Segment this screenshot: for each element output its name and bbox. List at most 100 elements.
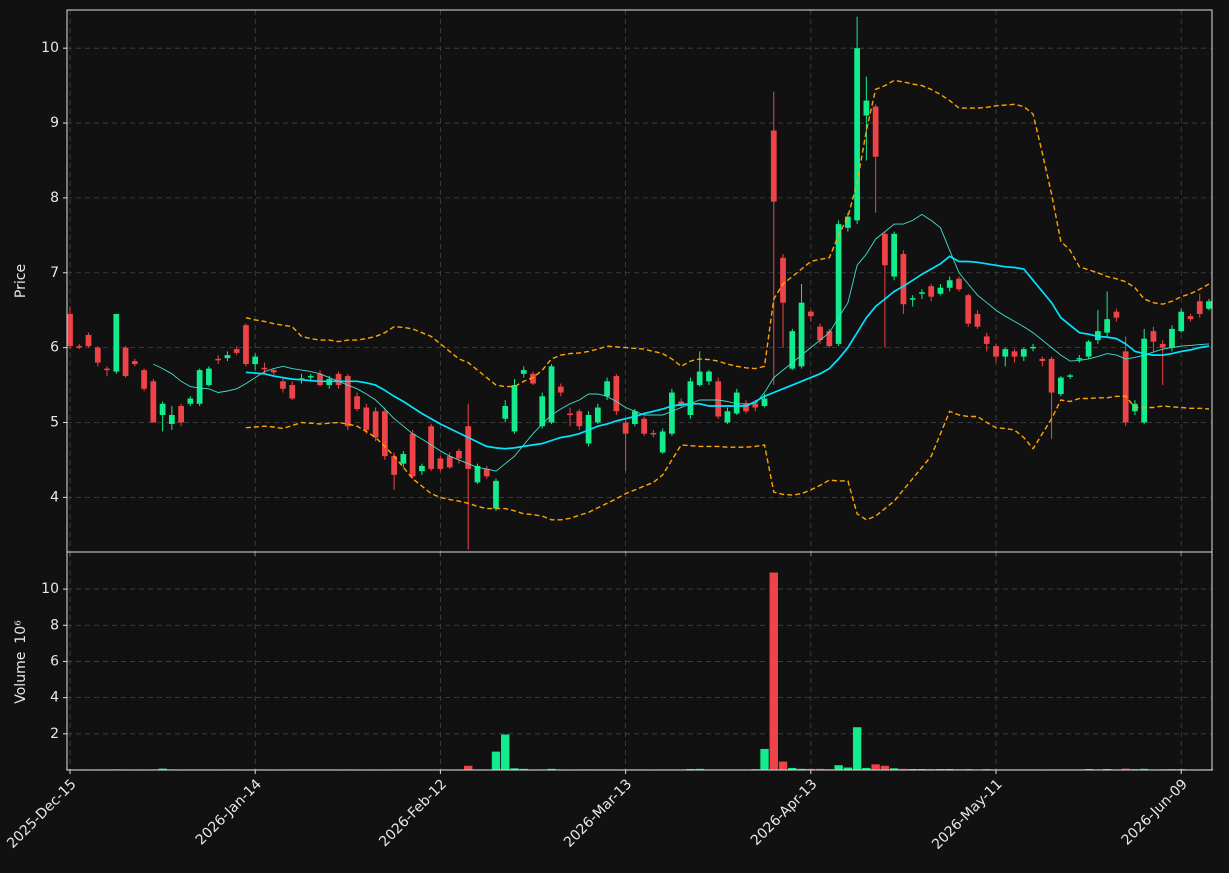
candle-body xyxy=(900,254,907,305)
candle-body xyxy=(761,398,768,407)
candle-body xyxy=(1206,301,1212,309)
candle-body xyxy=(1048,358,1055,393)
candle-body xyxy=(446,456,453,468)
volume-label: Volume xyxy=(13,652,29,704)
y-tick-label: 5 xyxy=(50,414,59,430)
candle-body xyxy=(863,100,870,116)
candle-body xyxy=(381,411,388,457)
volume-bar xyxy=(778,761,788,771)
candle-body xyxy=(354,396,360,410)
y-tick-label: 4 xyxy=(50,690,59,706)
y-tick-label: 8 xyxy=(50,617,59,633)
candle-body xyxy=(696,371,703,386)
candle-body xyxy=(650,432,657,435)
candle-body xyxy=(919,292,925,294)
candle-body xyxy=(1076,358,1083,360)
candle-body xyxy=(770,130,777,202)
candle-body xyxy=(983,336,990,344)
candle-body xyxy=(483,468,490,477)
candle-body xyxy=(437,458,444,469)
candle-body xyxy=(419,465,425,472)
volume-bar xyxy=(491,751,501,771)
candle-body xyxy=(1104,319,1111,333)
candle-body xyxy=(335,373,342,386)
candle-body xyxy=(909,298,916,300)
volume-bar xyxy=(760,748,769,771)
candle-body xyxy=(280,381,286,389)
candle-body xyxy=(687,381,694,416)
candle-body xyxy=(1187,316,1194,320)
candle-body xyxy=(493,480,499,509)
candle-body xyxy=(1178,311,1185,332)
candle-body xyxy=(372,411,379,438)
candle-body xyxy=(882,233,888,266)
volume-bar xyxy=(871,764,880,771)
candle-body xyxy=(243,325,249,365)
volume-bar xyxy=(880,765,890,771)
candle-body xyxy=(604,381,610,397)
candle-body xyxy=(937,287,944,294)
candle-body xyxy=(891,233,898,277)
candle-body xyxy=(76,346,83,348)
candle-body xyxy=(1150,331,1157,342)
candle-body xyxy=(789,331,796,369)
candle-body xyxy=(502,406,509,419)
candle-body xyxy=(224,355,231,359)
volume-scale: 10⁶ xyxy=(13,620,29,644)
candle-body xyxy=(1011,351,1018,357)
candle-body xyxy=(409,433,416,477)
candle-body xyxy=(956,278,962,290)
candle-body xyxy=(344,376,351,427)
y-tick-label: 10 xyxy=(41,40,59,56)
candle-body xyxy=(122,347,129,377)
candle-body xyxy=(511,385,518,432)
candle-body xyxy=(1067,375,1073,377)
line xyxy=(245,79,1210,388)
candle-body xyxy=(1159,343,1166,348)
candle-body xyxy=(391,456,397,475)
candle-body xyxy=(270,370,277,373)
volume-bar xyxy=(769,572,778,771)
candle-body xyxy=(752,403,759,408)
candle-body xyxy=(1122,351,1129,423)
candle-body xyxy=(641,418,648,434)
candle-body xyxy=(974,313,981,327)
candle-body xyxy=(520,370,527,374)
candle-body xyxy=(67,313,73,347)
candle-body xyxy=(289,385,296,399)
candle-body xyxy=(1020,349,1027,357)
candle-body xyxy=(817,326,823,341)
candle-body xyxy=(743,403,749,412)
candle-body xyxy=(1030,346,1036,349)
candle-body xyxy=(557,386,564,393)
candle-body xyxy=(826,331,833,347)
volume-bar xyxy=(464,765,473,771)
candle-body xyxy=(946,280,953,288)
line xyxy=(245,255,1210,450)
candle-body xyxy=(428,426,435,469)
candle-body xyxy=(706,371,712,382)
candle-body xyxy=(456,450,462,459)
candle-body xyxy=(798,302,805,367)
candle-body xyxy=(548,366,555,423)
candle-body xyxy=(1057,377,1064,395)
volume-bar xyxy=(501,734,510,771)
candle-body xyxy=(474,465,481,483)
candle-body xyxy=(215,358,222,361)
candle-body xyxy=(854,48,860,221)
candle-body xyxy=(187,398,194,404)
candle-body xyxy=(85,334,92,347)
candle-body xyxy=(733,392,740,414)
candle-body xyxy=(178,406,184,423)
candle-body xyxy=(159,403,166,416)
line xyxy=(153,213,1210,472)
candle-body xyxy=(780,257,786,303)
candle-body xyxy=(1039,358,1046,362)
candle-body xyxy=(150,381,157,423)
candle-body xyxy=(567,413,573,416)
candle-body xyxy=(622,422,629,434)
volume-axis-label: Volume 10⁶ xyxy=(13,620,29,704)
candle-body xyxy=(1169,328,1175,348)
candle-body xyxy=(94,347,101,363)
